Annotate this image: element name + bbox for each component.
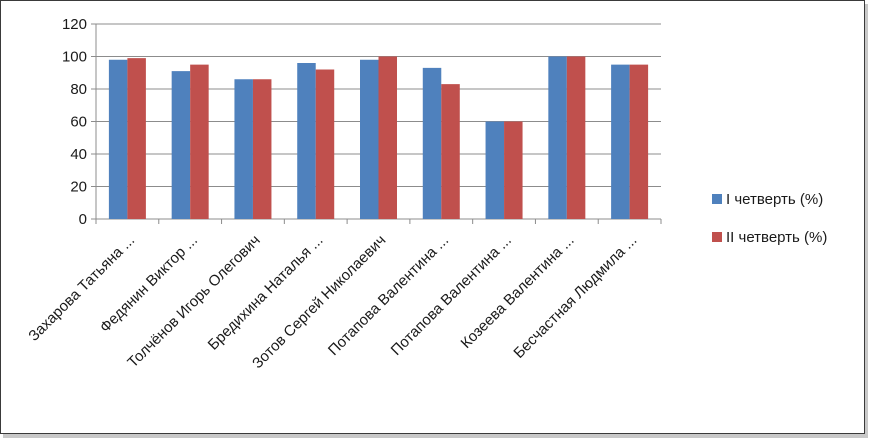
bar <box>566 56 586 219</box>
bar <box>127 58 146 219</box>
bar <box>297 63 316 219</box>
legend-label: II четверть (%) <box>726 229 827 246</box>
x-category-label: Бредихина Наталья ... <box>205 232 327 354</box>
legend-swatch <box>712 194 722 204</box>
bars <box>108 56 649 219</box>
x-category-label: Потапова Валентина ... <box>325 232 452 359</box>
legend: I четверть (%) II четверть (%) <box>712 191 827 246</box>
legend-swatch <box>712 232 722 242</box>
x-category-label: Козеева Валентина ... <box>458 232 578 352</box>
x-category-label: Потапова Валентина ... <box>388 232 515 359</box>
x-category-label: Захарова Татьяна ... <box>25 232 138 345</box>
bar <box>360 59 379 219</box>
bar <box>234 79 253 219</box>
bar <box>108 59 128 219</box>
bar <box>548 56 567 219</box>
x-category-label: Зотов Сергей Николаевич <box>249 232 389 372</box>
bar <box>190 64 209 219</box>
bar <box>629 64 649 219</box>
bar <box>315 69 335 219</box>
bar <box>422 67 442 219</box>
y-tick-label: 120 <box>62 16 87 33</box>
x-category-label: Толчёнов Игорь Олегович <box>124 232 263 371</box>
bar <box>171 71 191 219</box>
bar <box>252 79 272 219</box>
bar <box>441 84 460 219</box>
y-tick-label: 0 <box>79 211 87 228</box>
bar <box>611 64 630 219</box>
x-category-label: Бесчастная Людмила ... <box>510 232 640 362</box>
y-tick-label: 20 <box>70 179 87 196</box>
y-tick-label: 40 <box>70 146 87 163</box>
y-tick-label: 60 <box>70 114 87 131</box>
y-tick-label: 80 <box>70 81 87 98</box>
bar <box>378 56 397 219</box>
bar <box>485 121 505 219</box>
legend-label: I четверть (%) <box>726 191 823 208</box>
y-tick-label: 100 <box>62 49 87 66</box>
bar <box>504 121 523 219</box>
